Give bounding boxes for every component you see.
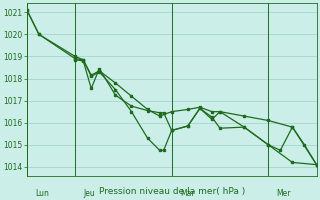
- X-axis label: Pression niveau de la mer( hPa ): Pression niveau de la mer( hPa ): [99, 187, 245, 196]
- Text: Mar: Mar: [180, 189, 194, 198]
- Text: Mer: Mer: [276, 189, 291, 198]
- Text: Lun: Lun: [35, 189, 49, 198]
- Text: Jeu: Jeu: [83, 189, 95, 198]
